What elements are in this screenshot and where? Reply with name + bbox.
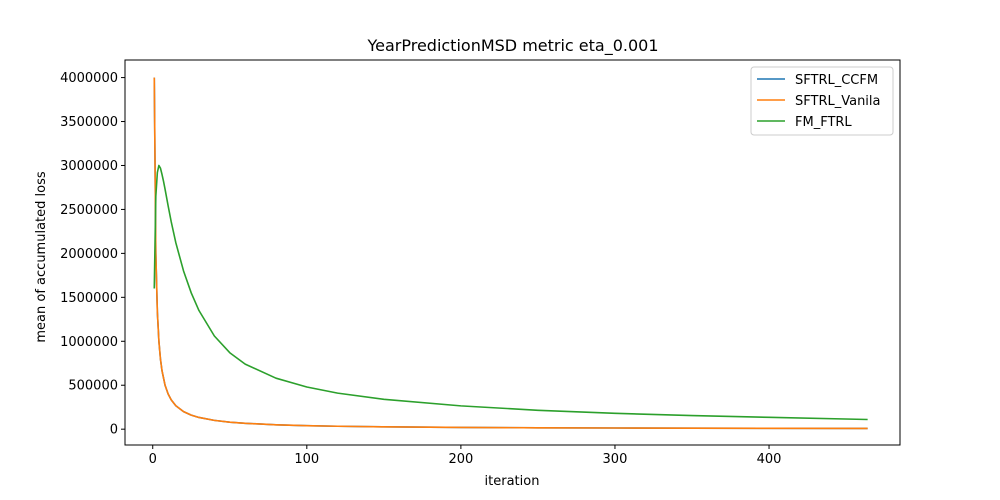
plot-area — [124, 59, 901, 446]
chart-title: YearPredictionMSD metric eta_0.001 — [366, 36, 658, 56]
x-tick-label: 200 — [448, 452, 473, 467]
y-tick-label: 1500000 — [60, 291, 118, 306]
y-tick-label: 2000000 — [60, 247, 118, 262]
y-tick-label: 3000000 — [60, 159, 118, 174]
plot-frame — [124, 59, 901, 446]
x-tick-label: 0 — [149, 452, 157, 467]
y-tick-label: 500000 — [68, 379, 118, 394]
y-tick-label: 4000000 — [60, 71, 118, 86]
y-tick-label: 1000000 — [60, 335, 118, 350]
x-tick-label: 300 — [603, 452, 628, 467]
x-axis: 0 100 200 300 400 — [149, 445, 782, 467]
y-tick-label: 3500000 — [60, 115, 118, 130]
series-line-fm-ftrl — [153, 164, 868, 421]
x-tick-label: 400 — [757, 452, 782, 467]
legend-box — [750, 66, 894, 136]
legend-label: FM_FTRL — [795, 115, 852, 130]
legend-label: SFTRL_Vanila — [795, 94, 881, 109]
x-tick-label: 100 — [294, 452, 319, 467]
y-tick-label: 0 — [110, 423, 118, 438]
legend-label: SFTRL_CCFM — [795, 73, 878, 88]
y-axis-label: mean of accumulated loss — [34, 171, 49, 342]
y-axis: 0 500000 1000000 1500000 2000000 2500000 30000… — [60, 71, 125, 438]
x-axis-label: iteration — [485, 474, 540, 489]
legend: SFTRL_CCFM SFTRL_Vanila FM_FTRL — [750, 66, 894, 136]
series-line-sftrl-vanila — [153, 77, 868, 430]
y-tick-label: 2500000 — [60, 203, 118, 218]
series-layer — [153, 77, 868, 430]
